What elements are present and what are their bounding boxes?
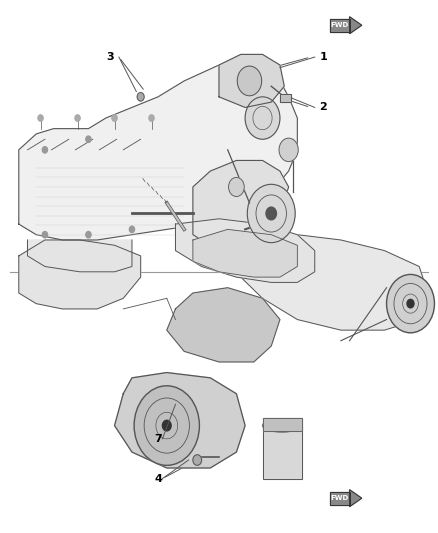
Text: FWD: FWD xyxy=(330,22,349,28)
Polygon shape xyxy=(350,17,362,34)
Polygon shape xyxy=(176,219,315,282)
Circle shape xyxy=(86,231,91,238)
Circle shape xyxy=(162,420,171,431)
Bar xyxy=(330,19,350,31)
Text: 3: 3 xyxy=(106,52,114,62)
Circle shape xyxy=(134,386,199,465)
Polygon shape xyxy=(28,240,132,272)
Circle shape xyxy=(38,115,43,121)
Polygon shape xyxy=(115,373,245,468)
Polygon shape xyxy=(219,54,284,108)
Bar xyxy=(280,94,291,102)
Text: 7: 7 xyxy=(154,434,162,444)
Bar xyxy=(262,425,302,479)
Polygon shape xyxy=(19,240,141,309)
Polygon shape xyxy=(167,288,280,362)
Circle shape xyxy=(129,226,134,232)
Text: 4: 4 xyxy=(154,474,162,483)
Circle shape xyxy=(86,136,91,142)
Text: 1: 1 xyxy=(320,52,327,62)
Circle shape xyxy=(237,66,261,96)
Circle shape xyxy=(279,138,298,161)
Polygon shape xyxy=(241,235,428,330)
Circle shape xyxy=(137,93,144,101)
Circle shape xyxy=(112,115,117,121)
Bar xyxy=(330,19,350,31)
Circle shape xyxy=(193,455,201,465)
Bar xyxy=(262,418,302,431)
Bar xyxy=(262,418,302,431)
Circle shape xyxy=(42,147,47,153)
Ellipse shape xyxy=(262,419,302,432)
Text: FWD: FWD xyxy=(330,495,349,501)
Bar xyxy=(330,492,350,505)
Circle shape xyxy=(407,300,414,308)
Text: 2: 2 xyxy=(320,102,327,112)
Circle shape xyxy=(42,231,47,238)
Circle shape xyxy=(229,177,244,197)
Polygon shape xyxy=(193,229,297,277)
Bar xyxy=(262,425,302,479)
Circle shape xyxy=(245,97,280,139)
Circle shape xyxy=(266,207,276,220)
Polygon shape xyxy=(19,65,297,240)
Circle shape xyxy=(149,115,154,121)
Circle shape xyxy=(387,274,434,333)
Circle shape xyxy=(75,115,80,121)
Bar xyxy=(330,492,350,505)
Polygon shape xyxy=(350,490,362,507)
Polygon shape xyxy=(193,160,289,245)
Bar xyxy=(280,94,291,102)
Circle shape xyxy=(247,184,295,243)
